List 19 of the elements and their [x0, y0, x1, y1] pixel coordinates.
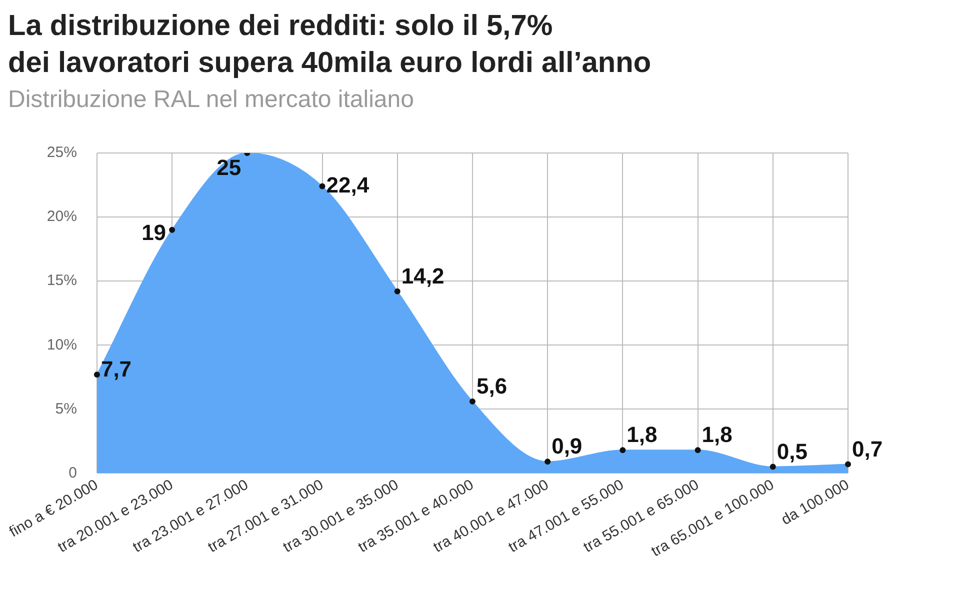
- y-tick-label: 15%: [46, 272, 77, 290]
- data-label: 5,6: [476, 374, 508, 399]
- chart-title: La distribuzione dei redditi: solo il 5,7% dei lavoratori supera 40mila euro lordi all’anno: [8, 9, 652, 81]
- data-label: 0,7: [852, 436, 883, 462]
- y-tick-label: 0: [68, 464, 77, 482]
- chart-subtitle: Distribuzione RAL nel mercato italiano: [8, 86, 415, 114]
- y-tick-label: 25%: [46, 144, 77, 162]
- data-label: 19: [142, 220, 166, 245]
- y-tick-label: 20%: [46, 208, 77, 226]
- data-label: 1,8: [702, 422, 732, 448]
- y-tick-label: 5%: [55, 400, 77, 418]
- data-label: 0,9: [552, 434, 582, 459]
- data-label: 22,4: [326, 172, 370, 198]
- data-label: 1,8: [626, 422, 658, 448]
- data-label: 7,7: [100, 356, 132, 382]
- data-label: 25: [216, 155, 242, 180]
- y-tick-label: 10%: [46, 336, 77, 354]
- data-label: 14,2: [401, 263, 444, 288]
- data-label: 0,5: [776, 438, 808, 464]
